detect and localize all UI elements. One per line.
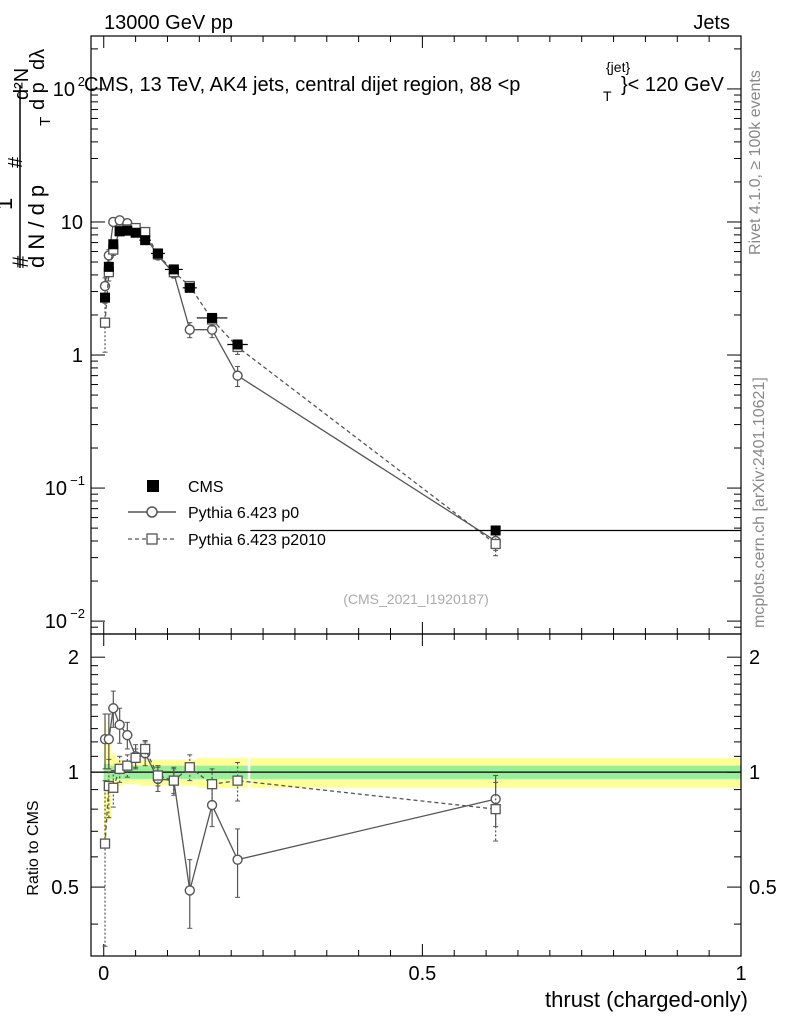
data-point-p2010 bbox=[99, 317, 111, 328]
legend-p0-label: Pythia 6.423 p0 bbox=[188, 505, 299, 522]
legend: CMS Pythia 6.423 p0 Pythia 6.423 p2010 bbox=[128, 479, 326, 549]
y-label-hash-2: # bbox=[5, 156, 27, 168]
ratio-y-tick-label-left: 1 bbox=[68, 762, 79, 784]
data-point-p0 bbox=[99, 280, 111, 292]
title-tail: }< 120 GeV bbox=[621, 74, 725, 96]
y-tick-label-main: 10 bbox=[61, 212, 83, 234]
y-tick-exponent: −2 bbox=[70, 606, 85, 621]
x-tick-label: 1 bbox=[735, 963, 746, 985]
ratio-point-p2010 bbox=[130, 752, 141, 763]
ratio-point-p2010 bbox=[168, 775, 179, 786]
legend-p0-marker bbox=[146, 506, 158, 518]
ratio-panel-series bbox=[99, 690, 501, 947]
main-panel-series bbox=[99, 215, 741, 557]
ratio-point-p0 bbox=[103, 733, 115, 745]
data-point-cms bbox=[130, 227, 141, 238]
title-main: CMS, 13 TeV, AK4 jets, central dijet reg… bbox=[84, 74, 520, 96]
data-point-cms bbox=[184, 282, 195, 293]
series-line-p2010 bbox=[104, 227, 497, 545]
ratio-point-p2010 bbox=[99, 838, 111, 849]
y-tick-exponent: 2 bbox=[78, 74, 85, 89]
mcplots-source-label: mcplots.cern.ch [arXiv:2401.10621] bbox=[751, 377, 768, 628]
ratio-point-p0 bbox=[114, 719, 125, 731]
data-point-cms bbox=[152, 248, 163, 259]
data-point-cms bbox=[168, 264, 179, 275]
ratio-y-tick-label-left: 2 bbox=[68, 647, 79, 669]
y-label-d2n: d²N bbox=[11, 68, 33, 100]
y-tick-exponent: −1 bbox=[70, 473, 85, 488]
data-point-cms bbox=[122, 225, 133, 236]
ratio-panel-frame bbox=[90, 633, 742, 957]
x-axis-label: thrust (charged-only) bbox=[545, 987, 748, 1012]
title-subscript: T bbox=[603, 88, 612, 104]
legend-p2010-label: Pythia 6.423 p2010 bbox=[188, 532, 326, 549]
ratio-point-p2010 bbox=[232, 775, 243, 786]
ratio-point-p0 bbox=[122, 729, 133, 741]
y-label-one: 1 bbox=[0, 198, 17, 210]
title-text: CMS, 13 TeV, AK4 jets, central dijet reg… bbox=[84, 74, 520, 96]
ratio-y-tick-label-right: 1 bbox=[749, 762, 760, 784]
legend-cms-label: CMS bbox=[188, 479, 224, 496]
analysis-watermark: (CMS_2021_I1920187) bbox=[343, 591, 489, 607]
rivet-version-label: Rivet 4.1.0, ≥ 100k events bbox=[747, 70, 764, 255]
data-point-cms bbox=[140, 235, 151, 246]
ratio-y-tick-label-left: 0.5 bbox=[51, 877, 79, 899]
data-point-cms bbox=[100, 292, 111, 303]
ratio-y-tick-label-right: 0.5 bbox=[749, 877, 777, 899]
ratio-line-p0 bbox=[105, 705, 496, 891]
y-tick-label-main: 10 bbox=[45, 478, 67, 500]
ratio-point-p2010 bbox=[108, 782, 119, 793]
data-point-p0 bbox=[184, 324, 195, 335]
data-point-cms bbox=[108, 239, 119, 250]
y-tick-label-main: 1 bbox=[72, 345, 83, 367]
data-point-p2010 bbox=[490, 538, 501, 550]
category-label: Jets bbox=[693, 12, 730, 34]
data-point-p0 bbox=[232, 370, 243, 381]
data-point-cms bbox=[103, 261, 114, 272]
ratio-point-p2010 bbox=[122, 760, 133, 771]
legend-cms-marker bbox=[147, 480, 159, 492]
plot-title: CMS, 13 TeV, AK4 jets, central dijet reg… bbox=[84, 59, 725, 104]
y-axis-label-main: # 1 d N / d p T d²N # d p dλ bbox=[0, 49, 54, 268]
x-tick-label: 0.5 bbox=[408, 963, 436, 985]
data-point-cms bbox=[490, 525, 501, 536]
ratio-point-p0 bbox=[206, 799, 218, 811]
ratio-point-p0 bbox=[184, 885, 195, 896]
y-label-dpt: d p bbox=[27, 82, 49, 110]
ratio-point-p0 bbox=[232, 854, 243, 865]
ratio-point-p2010 bbox=[184, 762, 195, 773]
data-point-cms bbox=[207, 312, 218, 323]
ratio-point-p2010 bbox=[206, 779, 218, 790]
ratio-y-tick-label-right: 2 bbox=[749, 647, 760, 669]
y-tick-label-main: 10 bbox=[45, 611, 67, 633]
data-point-p0 bbox=[206, 324, 218, 335]
energy-label: 13000 GeV pp bbox=[104, 12, 233, 34]
ratio-point-p0 bbox=[108, 703, 119, 714]
ratio-uncertainty-bands bbox=[91, 722, 741, 844]
data-point-cms bbox=[114, 226, 125, 237]
y-tick-label-main: 10 bbox=[53, 79, 75, 101]
ratio-point-p2010 bbox=[152, 770, 164, 781]
data-point-cms bbox=[232, 339, 243, 350]
x-tick-label: 0 bbox=[98, 963, 109, 985]
y-axis-label-ratio: Ratio to CMS bbox=[25, 800, 42, 895]
y-label-dndpt: d N / d p bbox=[24, 185, 49, 268]
series-line-p0 bbox=[104, 219, 497, 542]
legend-p2010-marker bbox=[146, 533, 158, 545]
title-superscript: {jet} bbox=[606, 59, 630, 75]
y-label-pt-sub: T bbox=[37, 117, 54, 126]
y-label-dlambda: dλ bbox=[27, 49, 49, 70]
ratio-point-p2010 bbox=[490, 803, 501, 815]
ratio-point-p2010 bbox=[140, 743, 151, 755]
